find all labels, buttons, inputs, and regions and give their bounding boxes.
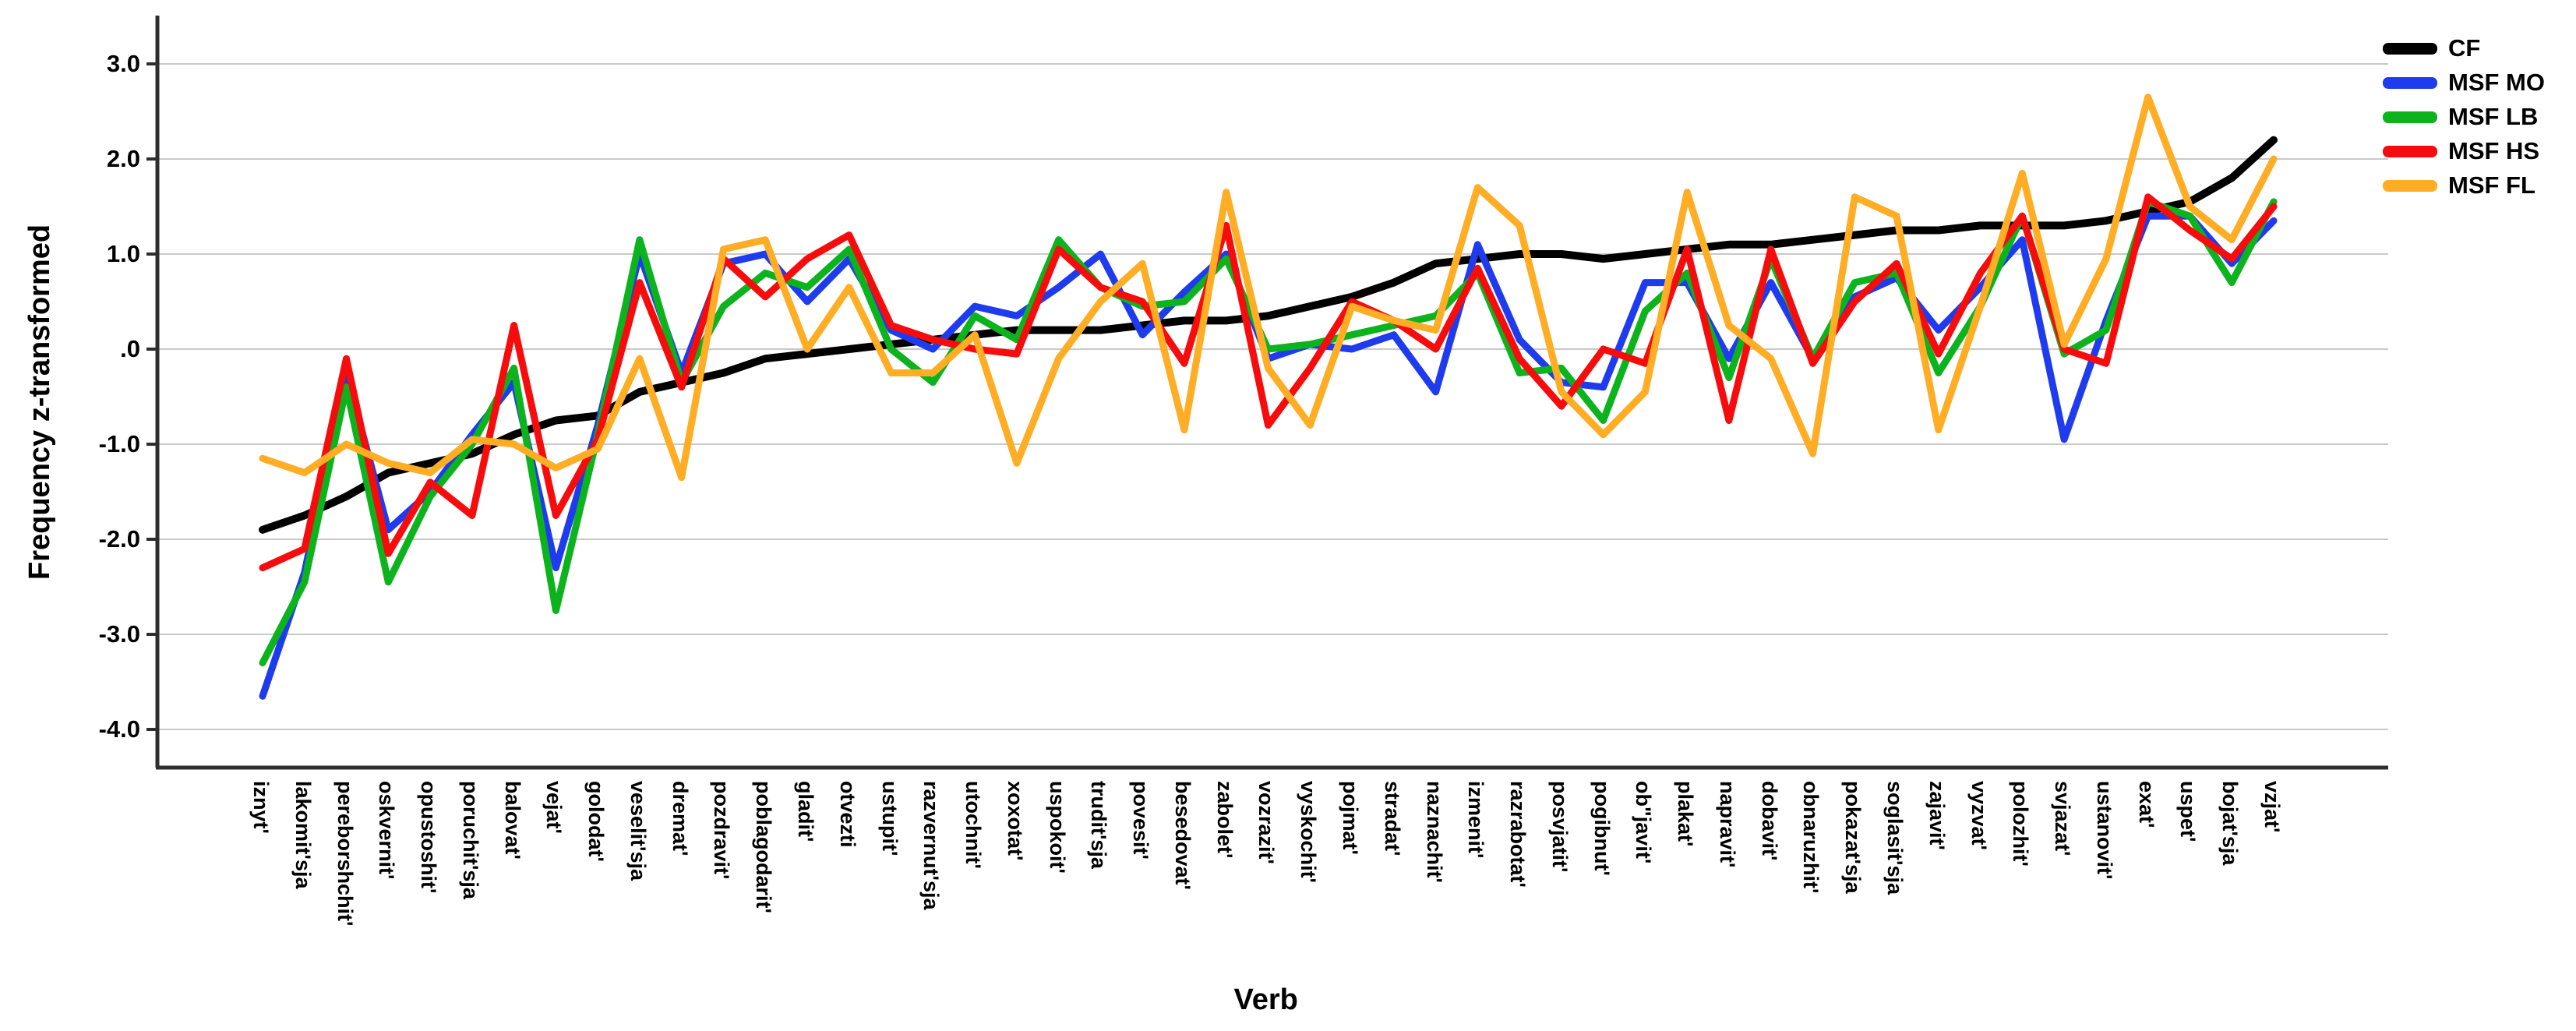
- x-tick-label: iznyt': [249, 781, 273, 834]
- series-line-msf-hs: [259, 193, 2278, 572]
- y-tick-label: -2.0: [98, 525, 140, 553]
- x-tick-label: veselit'sja: [626, 781, 650, 881]
- x-tick-label: otvezti: [835, 781, 859, 848]
- x-tick-label: uspet': [2176, 781, 2200, 842]
- x-tick-label: vzjat': [2260, 781, 2284, 833]
- series-line-msf-lb: [259, 198, 2278, 667]
- y-tick-label: -1.0: [98, 430, 140, 457]
- legend-swatch-cf-icon: [2383, 42, 2437, 55]
- y-tick-label: -3.0: [98, 620, 140, 648]
- legend-item-msf-mo: MSF MO: [2383, 65, 2545, 100]
- x-tick-label: zajavit': [1925, 781, 1949, 850]
- x-tick-label: lakomit'sja: [291, 781, 315, 889]
- x-tick-label: ustanovit': [2092, 781, 2116, 880]
- x-tick-label: dobavit': [1757, 781, 1781, 861]
- legend-label: MSF HS: [2448, 137, 2540, 164]
- x-tick-label: oskvernit': [375, 781, 399, 880]
- series-line-msf-fl: [259, 94, 2278, 482]
- x-tick-label: utochnit': [962, 781, 986, 869]
- x-tick-label: zabolet': [1212, 781, 1237, 859]
- x-tick-label: napravit': [1715, 781, 1739, 868]
- x-tick-label: pokazat'sja: [1841, 781, 1865, 894]
- x-tick-label: povesit': [1129, 781, 1153, 860]
- x-tick-label: pogibnut': [1590, 781, 1614, 876]
- legend-swatch-msf-fl-icon: [2383, 179, 2437, 192]
- y-axis-title: Frequency z-transformed: [23, 224, 56, 580]
- x-tick-label: ustupit': [877, 781, 902, 856]
- legend-item-msf-fl: MSF FL: [2383, 168, 2545, 203]
- x-tick-label: posvjatit': [1547, 781, 1572, 873]
- x-tick-label: polozhit': [2009, 781, 2033, 867]
- x-tick-label: razvernut'sja: [919, 781, 944, 910]
- legend-label: CF: [2448, 34, 2481, 62]
- x-tick-label: ob"javit': [1632, 781, 1656, 864]
- legend-item-msf-hs: MSF HS: [2383, 134, 2545, 168]
- y-tick-label: -4.0: [98, 715, 140, 743]
- legend-label: MSF MO: [2448, 69, 2545, 96]
- x-tick-label: pereborshchit': [333, 781, 357, 927]
- y-tick-label: 3.0: [106, 50, 140, 77]
- x-tick-label: vyzvat': [1967, 781, 1991, 850]
- x-tick-label: uspokoit': [1045, 781, 1069, 874]
- legend-label: MSF FL: [2448, 171, 2535, 199]
- x-tick-label: poruchit'sja: [458, 781, 482, 899]
- legend-item-msf-lb: MSF LB: [2383, 100, 2545, 134]
- legend-swatch-msf-hs-icon: [2383, 145, 2437, 157]
- x-tick-label: balovat': [500, 781, 524, 860]
- x-tick-label: golodat': [584, 781, 609, 862]
- x-tick-label: vozrazit': [1254, 781, 1279, 864]
- x-tick-label: opustoshit': [417, 781, 441, 894]
- x-tick-label: dremat': [668, 781, 692, 856]
- legend: CF MSF MO MSF LB MSF HS MSF FL: [2383, 31, 2545, 203]
- x-tick-label: exat': [2134, 781, 2158, 828]
- x-tick-label: soglasit'sja: [1883, 781, 1907, 895]
- x-tick-label: plakat': [1674, 781, 1698, 847]
- y-tick-label: 2.0: [106, 145, 140, 172]
- x-tick-label: svjazat': [2051, 781, 2075, 856]
- x-tick-label: bojat'sja: [2218, 781, 2243, 866]
- x-tick-label: razrabotat': [1506, 781, 1530, 888]
- legend-swatch-msf-mo-icon: [2383, 76, 2437, 89]
- x-tick-label: naznachit': [1422, 781, 1446, 883]
- x-tick-label: gladit': [794, 781, 817, 842]
- x-tick-label: stradat': [1380, 781, 1404, 856]
- x-tick-label: obnaruzhit': [1799, 781, 1823, 894]
- x-tick-label: vyskochit': [1297, 781, 1321, 883]
- x-axis-title: Verb: [1233, 983, 1298, 1016]
- y-tick-label: .0: [120, 335, 140, 362]
- legend-swatch-msf-lb-icon: [2383, 111, 2437, 123]
- legend-item-cf: CF: [2383, 31, 2545, 65]
- y-tick-label: 1.0: [106, 240, 140, 267]
- x-tick-label: xoxotat': [1003, 781, 1027, 861]
- x-tick-label: besedovat': [1170, 781, 1194, 890]
- x-tick-label: trudit'sja: [1087, 781, 1111, 869]
- legend-label: MSF LB: [2448, 103, 2539, 130]
- x-tick-label: pojmat': [1339, 781, 1363, 855]
- x-tick-label: poblagodarit': [752, 781, 776, 913]
- x-tick-label: izmenit': [1464, 781, 1488, 859]
- x-tick-label: vejat': [542, 781, 566, 834]
- x-tick-label: pozdravit': [710, 781, 734, 880]
